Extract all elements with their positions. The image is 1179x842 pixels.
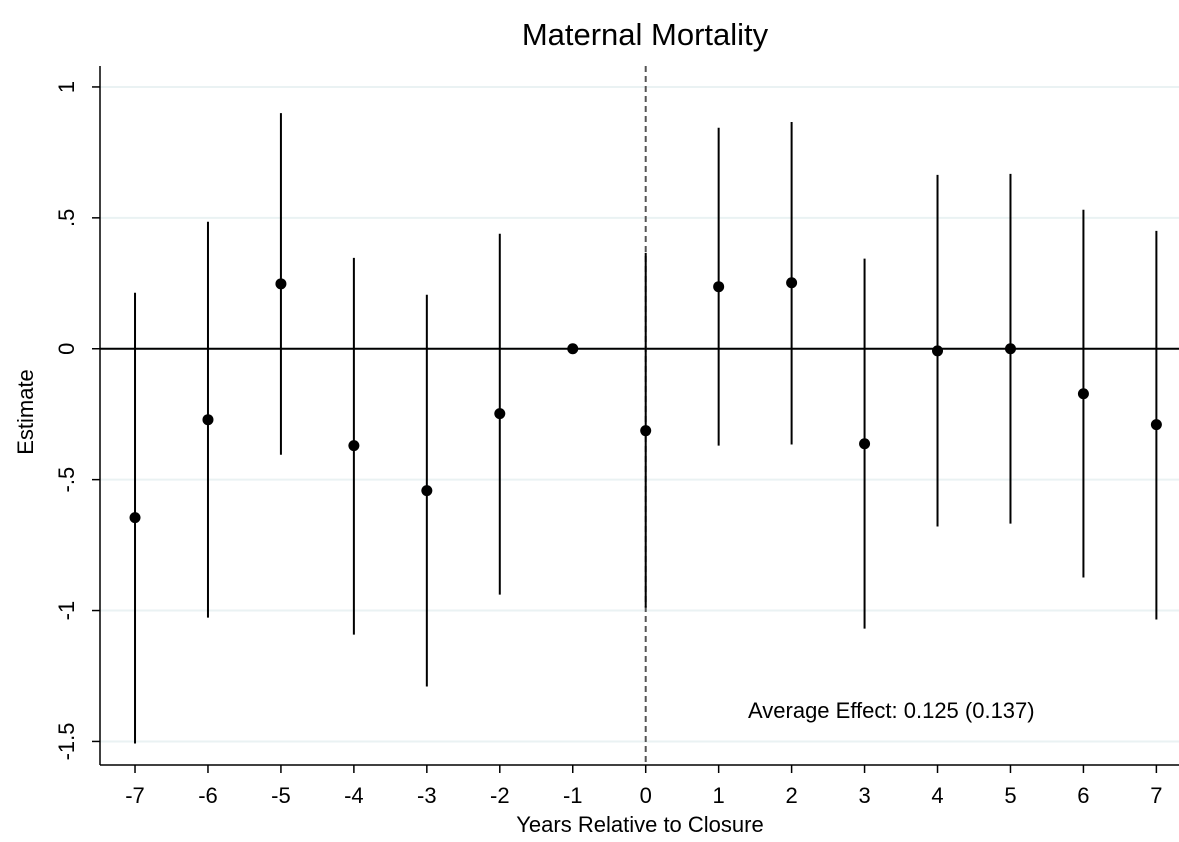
point xyxy=(859,438,871,450)
x-tick-label: -5 xyxy=(271,783,291,808)
point xyxy=(1150,419,1162,431)
x-tick-label: -4 xyxy=(344,783,364,808)
annotation: Average Effect: 0.125 (0.137) xyxy=(748,698,1035,723)
chart-title: Maternal Mortality xyxy=(522,17,769,52)
x-tick-label: -6 xyxy=(198,783,218,808)
point xyxy=(421,485,433,497)
point xyxy=(494,408,506,420)
x-tick-label: 0 xyxy=(640,783,652,808)
x-tick-label: -3 xyxy=(417,783,437,808)
x-tick-label: -1 xyxy=(563,783,583,808)
x-tick-label: 3 xyxy=(858,783,870,808)
x-tick-label: 1 xyxy=(713,783,725,808)
point xyxy=(348,440,360,452)
y-tick-label: -1.5 xyxy=(54,722,79,760)
point xyxy=(932,345,944,357)
x-tick-label: 6 xyxy=(1077,783,1089,808)
y-tick-label: 0 xyxy=(54,343,79,355)
point xyxy=(129,512,141,524)
point xyxy=(202,414,214,426)
x-tick-label: -7 xyxy=(125,783,145,808)
y-tick-label: -.5 xyxy=(54,467,79,493)
y-tick-label: 1 xyxy=(54,81,79,93)
point xyxy=(1004,343,1016,355)
point xyxy=(1077,388,1089,400)
point xyxy=(567,343,579,355)
x-axis-label: Years Relative to Closure xyxy=(516,812,763,837)
x-tick-label: 7 xyxy=(1150,783,1162,808)
x-tick-label: 4 xyxy=(931,783,943,808)
point xyxy=(640,425,652,437)
point xyxy=(275,278,287,290)
x-tick-label: 2 xyxy=(785,783,797,808)
x-tick-label: -2 xyxy=(490,783,510,808)
point xyxy=(786,277,798,289)
point xyxy=(713,281,725,293)
y-tick-label: -1 xyxy=(54,601,79,621)
y-tick-label: .5 xyxy=(54,209,79,227)
x-tick-label: 5 xyxy=(1004,783,1016,808)
y-axis-label: Estimate xyxy=(13,369,38,455)
